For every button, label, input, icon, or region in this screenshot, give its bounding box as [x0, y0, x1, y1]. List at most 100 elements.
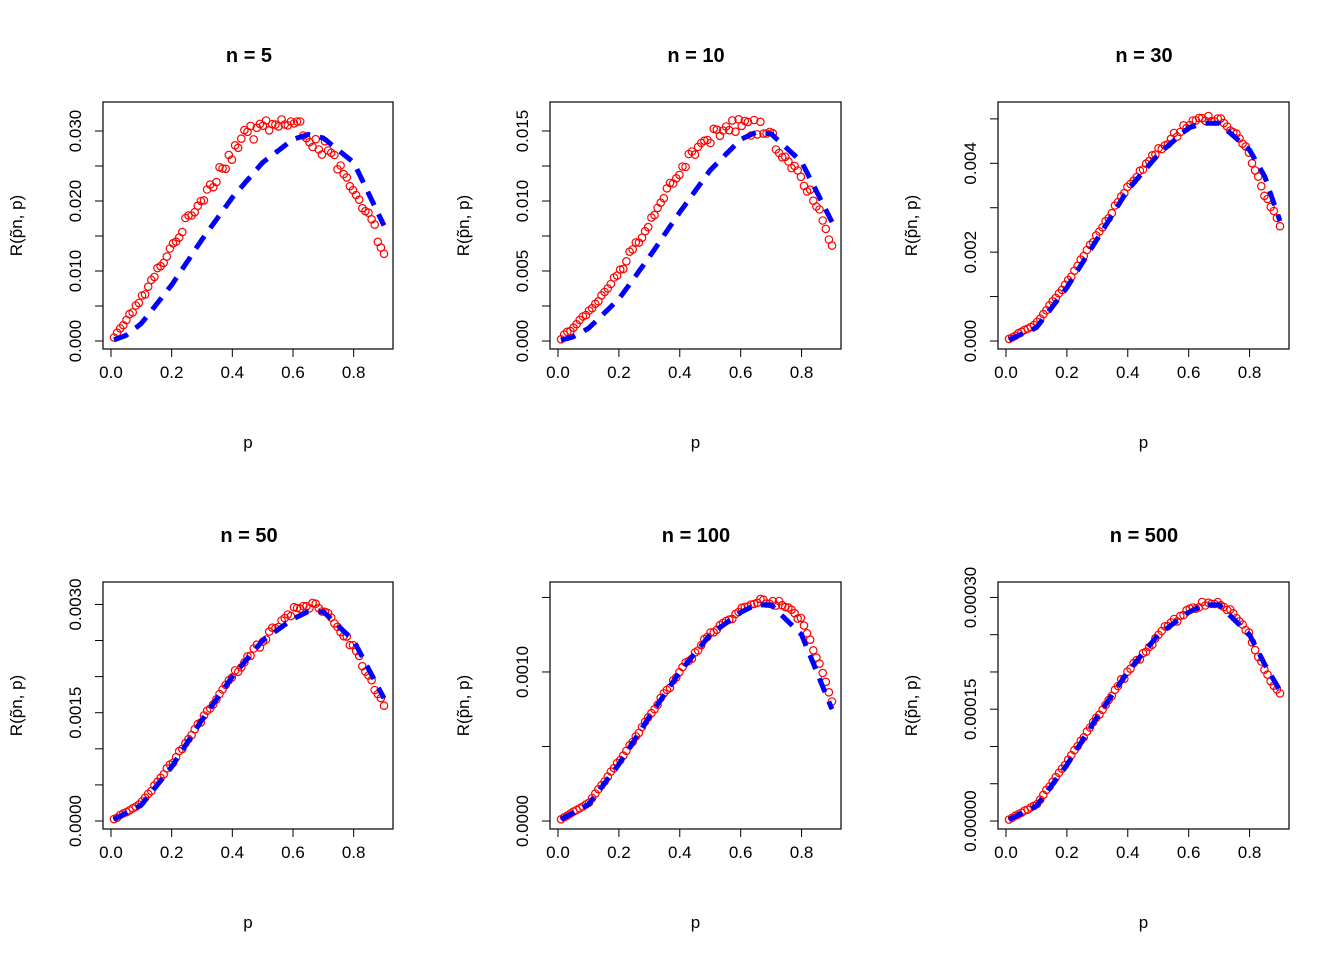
simulated-risk-point [631, 238, 641, 247]
x-axis-label: p [1139, 433, 1148, 452]
simulated-risk-point [370, 220, 380, 229]
x-tick-label: 0.4 [1116, 843, 1140, 862]
x-tick-label: 0.4 [221, 843, 245, 862]
simulated-risk-point [675, 170, 684, 180]
simulated-risk-point [793, 614, 803, 623]
x-tick-label: 0.6 [281, 363, 305, 382]
x-tick-label: 0.0 [994, 843, 1018, 862]
simulated-risk-point [218, 164, 227, 173]
x-tick-label: 0.2 [607, 363, 631, 382]
simulated-risk-point [681, 162, 690, 172]
x-tick-label: 0.2 [160, 843, 184, 862]
y-axis-label: R(p̃n, p) [902, 675, 921, 736]
y-tick-label: 0.0030 [66, 578, 85, 630]
simulated-risk-point [227, 155, 237, 165]
x-tick-label: 0.8 [790, 363, 814, 382]
simulated-risk-point [267, 623, 277, 633]
simulated-risk-point [1275, 221, 1285, 231]
x-tick-label: 0.4 [668, 363, 692, 382]
simulated-risk-point [150, 272, 159, 282]
y-tick-label: 0.000 [961, 320, 980, 363]
x-tick-label: 0.0 [546, 843, 570, 862]
simulated-risk-point [615, 265, 625, 274]
panel-title: n = 5 [226, 45, 272, 67]
simulated-risk-point [140, 290, 150, 299]
panel-2: n = 10 0.0 0.2 0.4 0.6 0.8 0.000 0.005 0.010 0.01… [454, 45, 842, 452]
simulated-risk-point [233, 143, 243, 153]
plot-frame [549, 581, 842, 830]
x-tick-label: 0.6 [281, 843, 305, 862]
simulated-risk-point [196, 196, 206, 206]
y-tick-label: 0.030 [66, 110, 85, 153]
simulated-risk-point [643, 222, 653, 232]
simulated-risk-point [354, 195, 364, 205]
simulated-risk-point [815, 205, 824, 214]
panel-6: n = 500 0.0 0.2 0.4 0.6 0.8 0.00000 0.00015 0.00… [902, 525, 1290, 932]
simulated-risk-point [1275, 689, 1285, 698]
x-axis-label: p [691, 913, 700, 932]
y-tick-label: 0.010 [513, 180, 532, 223]
plot-frame [997, 101, 1290, 350]
plot-frame [102, 581, 394, 830]
y-tick-label: 0.010 [66, 250, 85, 293]
simulated-risk-point [336, 161, 345, 170]
x-tick-label: 0.8 [1238, 363, 1262, 382]
y-tick-label: 0.0000 [513, 795, 532, 847]
simulated-risk-point [1250, 645, 1260, 655]
simulated-risk-point [724, 125, 734, 135]
simulated-risk-point [1269, 206, 1279, 216]
simulated-risk-point [311, 134, 321, 144]
simulated-risk-point [317, 150, 327, 159]
simulated-risk-point [249, 135, 259, 144]
simulated-risk-point [756, 117, 765, 127]
simulated-risk-point [659, 193, 669, 203]
x-tick-label: 0.8 [1238, 843, 1262, 862]
x-tick-label: 0.8 [790, 843, 814, 862]
panel-3: n = 30 0.0 0.2 0.4 0.6 0.8 0.000 0.002 0.004 p R(p… [902, 45, 1290, 452]
simulated-risk-point [1263, 670, 1272, 679]
plot-frame [997, 581, 1290, 830]
simulated-risk-point [749, 115, 759, 125]
simulated-risk-point [143, 282, 153, 292]
risk-curve-line [560, 129, 835, 343]
y-tick-label: 0.00000 [961, 790, 980, 851]
simulated-risk-point [818, 216, 828, 225]
y-axis-label: R(p̃n, p) [7, 195, 26, 256]
simulated-risk-point [827, 241, 837, 250]
simulated-risk-point [1247, 158, 1257, 168]
simulated-risk-point [237, 134, 246, 144]
y-axis-label: R(p̃n, p) [7, 675, 26, 736]
simulated-risk-point [292, 117, 302, 126]
simulated-risk-point [342, 173, 352, 182]
simulated-risk-point [743, 117, 753, 127]
simulated-risk-point [379, 249, 389, 259]
simulated-risk-point [777, 153, 787, 162]
simulated-risk-point [821, 224, 831, 234]
panel-title: n = 30 [1115, 45, 1172, 67]
simulated-risk-point [1257, 181, 1266, 191]
panel-5: n = 100 0.0 0.2 0.4 0.6 0.8 0.0000 0.0010 p R(p̃n… [454, 525, 842, 932]
simulated-risk-point [1253, 172, 1263, 181]
x-tick-label: 0.0 [546, 363, 570, 382]
y-tick-label: 0.0015 [66, 687, 85, 739]
y-tick-label: 0.0010 [513, 646, 532, 698]
simulated-risk-point [292, 603, 302, 613]
risk-curve-line [1007, 602, 1283, 822]
x-tick-label: 0.6 [729, 843, 753, 862]
x-tick-label: 0.4 [668, 843, 692, 862]
simulated-risk-point [818, 668, 828, 678]
simulated-risk-point [727, 116, 737, 125]
x-axis-label: p [243, 433, 252, 452]
plot-frame [549, 101, 842, 350]
simulated-risk-point [330, 150, 339, 160]
simulated-risk-point [562, 327, 572, 337]
simulated-risk-point [178, 227, 187, 237]
simulated-risk-point [622, 256, 631, 266]
x-tick-label: 0.6 [1177, 843, 1201, 862]
simulated-risk-point [221, 164, 231, 174]
x-tick-label: 0.2 [1055, 843, 1079, 862]
y-tick-label: 0.002 [961, 231, 980, 274]
simulated-risk-point [690, 150, 700, 159]
y-tick-label: 0.00015 [961, 678, 980, 739]
